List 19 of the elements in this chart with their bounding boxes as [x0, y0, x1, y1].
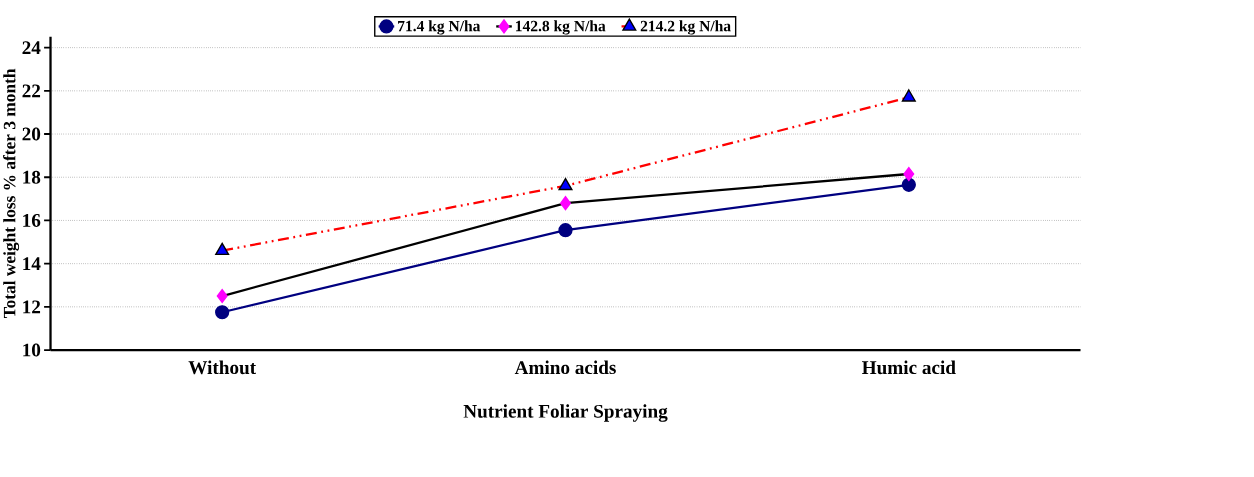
y-tick-label: 14 — [23, 257, 41, 271]
point — [901, 177, 916, 193]
y-tick-label: 16 — [23, 214, 41, 228]
y-tick-label: 22 — [22, 84, 41, 98]
legend-label: 214.2 kg N/ha — [640, 20, 731, 35]
y-tick-label: 24 — [22, 41, 41, 55]
y-tick-label: 12 — [23, 300, 41, 314]
y-tick-label: 20 — [22, 127, 41, 141]
x-axis-title: Nutrient Foliar Spraying — [463, 404, 668, 423]
point — [215, 305, 230, 320]
legend-label: 71.4 kg N/ha — [398, 20, 481, 35]
y-tick-label: 10 — [23, 343, 41, 357]
y-axis-title: Total weight loss % after 3 month — [3, 69, 20, 319]
y-tick-label: 18 — [23, 171, 41, 184]
legend-label: 142.8 kg N/ha — [516, 20, 606, 35]
point — [558, 223, 573, 238]
x-tick-label: Humic acid — [862, 360, 956, 375]
x-tick-label: Amino acids — [514, 360, 616, 375]
x-tick-label: Without — [188, 360, 256, 375]
